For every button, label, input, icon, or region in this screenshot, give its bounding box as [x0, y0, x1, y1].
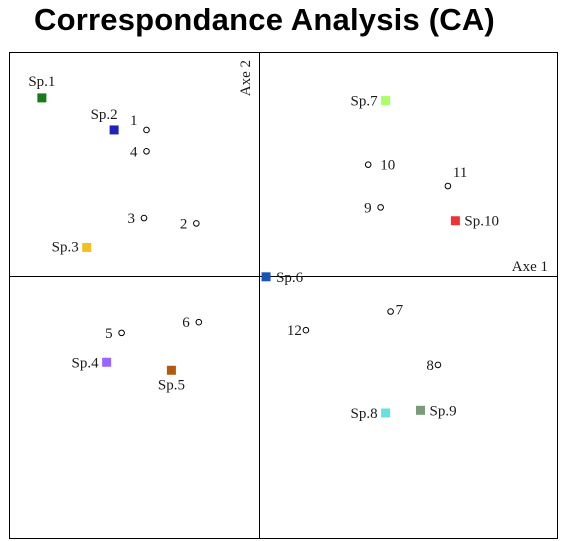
site-label-3: 3	[128, 211, 136, 227]
species-marker-sp7	[381, 96, 391, 106]
plot-frame	[9, 52, 558, 539]
species-label-sp8: Sp.8	[351, 406, 378, 422]
site-label-2: 2	[180, 216, 188, 232]
site-label-11: 11	[453, 165, 467, 181]
site-marker-6	[195, 318, 203, 326]
species-marker-sp8	[381, 408, 391, 418]
plot-marks: Sp.1 Sp.2 Sp.3 Sp.4 Sp.5 Sp.6 Sp.7 Sp.8 Sp.9 Sp.1…	[28, 74, 499, 422]
species-label-sp3: Sp.3	[52, 239, 79, 255]
species-marker-sp6	[261, 272, 271, 282]
species-marker-sp5	[166, 365, 176, 375]
species-label-sp6: Sp.6	[276, 270, 304, 286]
site-marker-12	[302, 326, 310, 334]
species-marker-sp3	[82, 242, 92, 252]
site-label-1: 1	[130, 113, 138, 129]
site-label-8: 8	[426, 358, 434, 374]
species-marker-sp9	[416, 405, 425, 415]
species-label-sp9: Sp.9	[430, 403, 457, 419]
axis-1-label: Axe 1	[512, 259, 548, 275]
site-label-12: 12	[287, 323, 302, 339]
site-marker-2	[193, 220, 200, 227]
site-marker-8	[434, 361, 442, 369]
site-marker-11	[444, 182, 452, 190]
species-label-sp5: Sp.5	[158, 377, 185, 393]
site-marker-10	[364, 161, 372, 168]
site-label-10: 10	[380, 158, 395, 174]
site-marker-9	[377, 204, 384, 211]
site-marker-3	[140, 214, 148, 222]
species-label-sp7: Sp.7	[351, 94, 379, 110]
site-marker-1	[143, 126, 150, 134]
site-label-7: 7	[396, 303, 404, 319]
species-label-sp10: Sp.10	[464, 214, 499, 230]
site-marker-7	[387, 308, 394, 315]
species-marker-sp4	[102, 357, 112, 367]
site-marker-4	[143, 148, 150, 155]
site-label-4: 4	[130, 144, 138, 160]
species-marker-sp10	[450, 216, 460, 226]
species-label-sp1: Sp.1	[28, 74, 55, 90]
site-label-5: 5	[105, 326, 113, 342]
species-marker-sp2	[109, 125, 119, 135]
axis-2-label: Axe 2	[238, 60, 254, 96]
species-label-sp2: Sp.2	[91, 107, 118, 123]
site-marker-5	[118, 329, 125, 337]
site-label-6: 6	[182, 315, 190, 331]
chart-title: Correspondance Analysis (CA)	[34, 2, 495, 37]
species-marker-sp1	[37, 93, 47, 103]
plot-border	[9, 52, 558, 539]
site-label-9: 9	[364, 200, 372, 216]
species-label-sp4: Sp.4	[72, 355, 100, 371]
